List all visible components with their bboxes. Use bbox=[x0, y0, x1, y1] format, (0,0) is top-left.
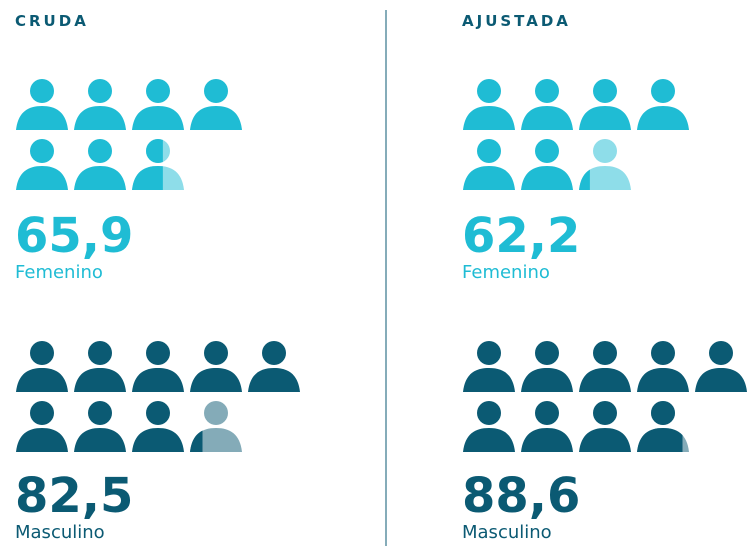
person-icon bbox=[463, 401, 515, 452]
person-icon bbox=[74, 401, 126, 452]
person-icon bbox=[16, 341, 68, 392]
person-icon bbox=[579, 341, 631, 392]
person-icon bbox=[190, 401, 242, 452]
value-label: 82,5 bbox=[15, 468, 133, 524]
person-icon bbox=[248, 341, 300, 392]
value-label: 88,6 bbox=[462, 468, 580, 524]
person-icon bbox=[463, 79, 515, 130]
series-label: Femenino bbox=[462, 262, 550, 283]
value-label: 62,2 bbox=[462, 208, 580, 264]
person-icon bbox=[637, 401, 689, 452]
person-icon bbox=[16, 401, 68, 452]
series-label: Masculino bbox=[462, 522, 552, 543]
person-icon bbox=[463, 139, 515, 190]
person-icon bbox=[190, 341, 242, 392]
person-icon bbox=[16, 139, 68, 190]
person-icon bbox=[132, 401, 184, 452]
person-icon bbox=[579, 401, 631, 452]
value-label: 65,9 bbox=[15, 208, 133, 264]
person-icon bbox=[132, 341, 184, 392]
person-icon bbox=[463, 341, 515, 392]
person-icon bbox=[637, 79, 689, 130]
person-icon bbox=[695, 341, 747, 392]
panel-title: CRUDA bbox=[15, 12, 89, 30]
person-icon bbox=[521, 341, 573, 392]
person-icon bbox=[74, 341, 126, 392]
person-icon bbox=[579, 79, 631, 130]
person-icon bbox=[637, 341, 689, 392]
person-icon bbox=[74, 79, 126, 130]
panel-title: AJUSTADA bbox=[462, 12, 571, 30]
person-icon bbox=[521, 401, 573, 452]
person-icon bbox=[132, 79, 184, 130]
person-icon bbox=[74, 139, 126, 190]
series-label: Masculino bbox=[15, 522, 105, 543]
person-icon bbox=[579, 139, 631, 190]
series-label: Femenino bbox=[15, 262, 103, 283]
person-icon bbox=[16, 79, 68, 130]
person-icon bbox=[190, 79, 242, 130]
person-icon bbox=[132, 139, 184, 190]
person-icon bbox=[521, 139, 573, 190]
person-icon bbox=[521, 79, 573, 130]
